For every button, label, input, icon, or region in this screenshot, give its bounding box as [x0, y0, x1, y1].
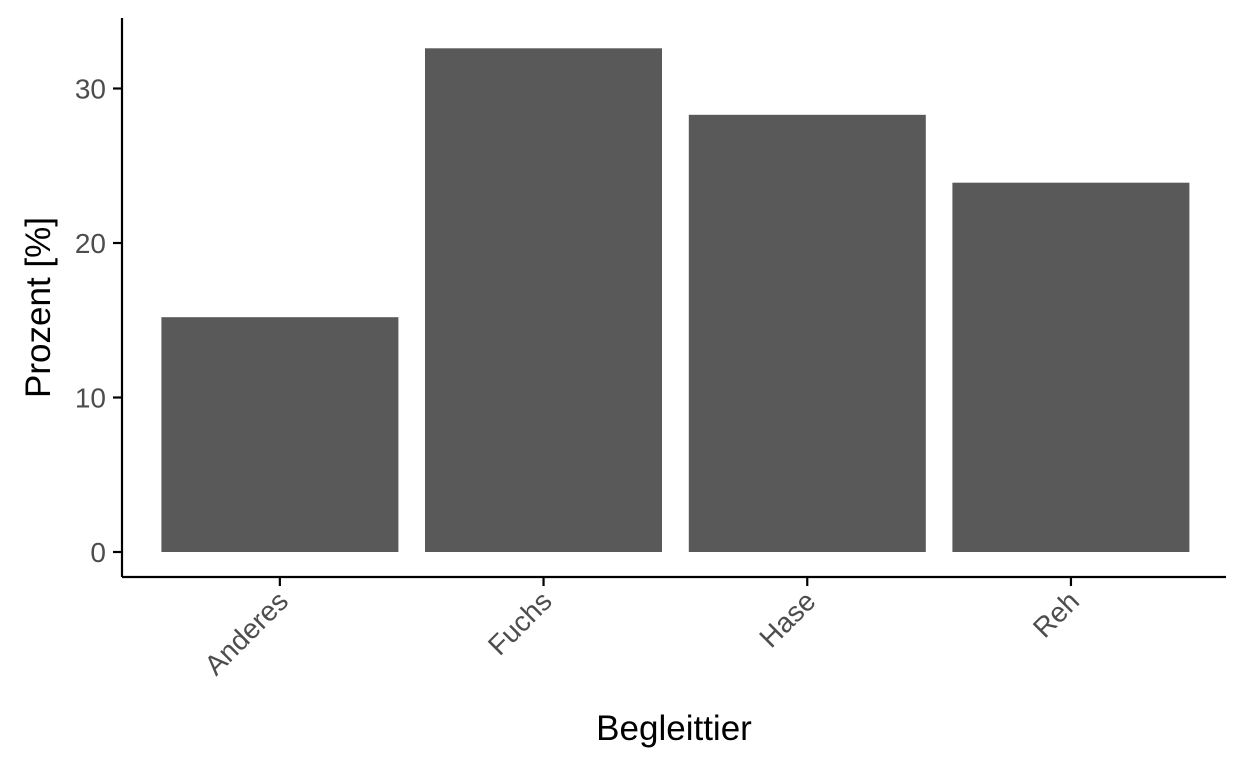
y-axis: 0 10 20 30 [75, 18, 124, 577]
y-tick-label: 0 [90, 537, 106, 568]
y-tick-label: 20 [75, 228, 106, 259]
x-axis: Anderes Fuchs Hase Reh [122, 575, 1226, 681]
bars [161, 48, 1190, 553]
x-axis-title: Begleittier [596, 709, 752, 748]
y-axis-title: Prozent [%] [19, 217, 58, 398]
bar-hase [688, 114, 926, 553]
x-tick-label: Anderes [198, 585, 294, 681]
x-tick-label: Fuchs [482, 585, 558, 661]
y-tick-label: 10 [75, 383, 106, 414]
bar-reh [952, 182, 1190, 552]
x-tick-label: Reh [1027, 585, 1085, 643]
x-tick-label: Hase [753, 585, 821, 653]
bar-fuchs [425, 48, 662, 553]
y-tick-label: 30 [75, 74, 106, 105]
bar-anderes [161, 317, 399, 552]
